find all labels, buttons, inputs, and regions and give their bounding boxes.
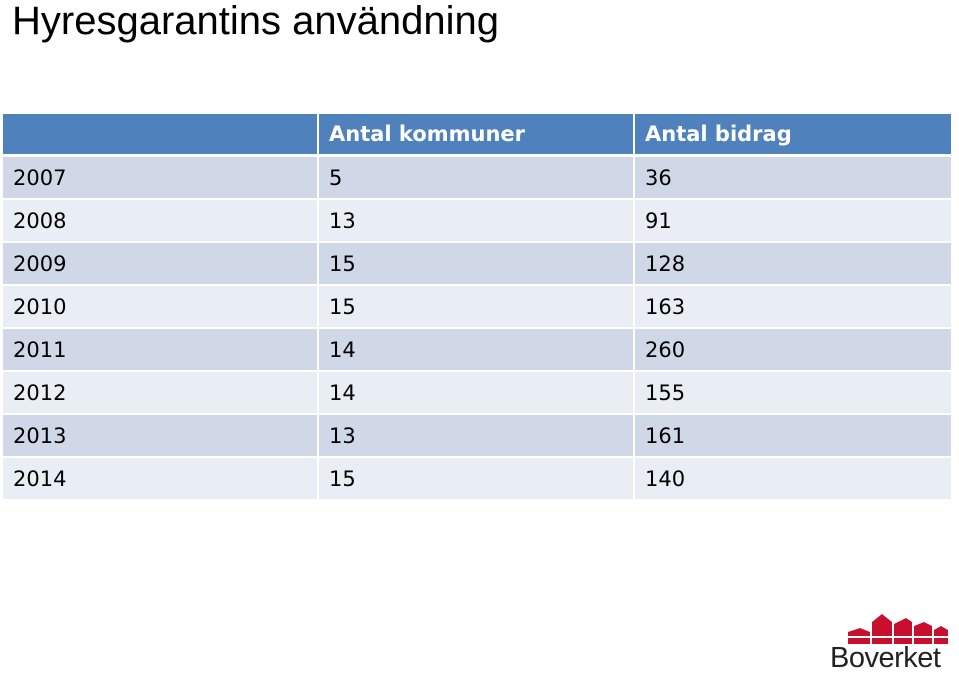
cell-antal-bidrag: 161 [634,414,951,458]
cell-year: 2007 [3,155,319,200]
cell-antal-bidrag: 155 [634,371,951,415]
table-row: 2011 14 260 [3,328,951,372]
table-row: 2014 15 140 [3,457,951,501]
cell-year: 2013 [3,414,319,458]
cell-year: 2009 [3,242,319,286]
cell-antal-kommuner: 14 [318,371,635,415]
usage-table: Antal kommuner Antal bidrag 2007 5 36 20… [3,114,951,501]
table-row: 2010 15 163 [3,285,951,329]
cell-antal-bidrag: 128 [634,242,951,286]
cell-antal-bidrag: 91 [634,199,951,243]
cell-antal-bidrag: 36 [634,155,951,200]
header-antal-kommuner: Antal kommuner [318,114,635,157]
cell-antal-kommuner: 14 [318,328,635,372]
cell-antal-bidrag: 260 [634,328,951,372]
boverket-logo: Boverket [830,608,956,674]
cell-year: 2012 [3,371,319,415]
table-row: 2013 13 161 [3,414,951,458]
cell-antal-bidrag: 140 [634,457,951,501]
table-row: 2007 5 36 [3,155,951,200]
cell-year: 2014 [3,457,319,501]
rooftops-logo-icon [848,614,948,644]
cell-antal-bidrag: 163 [634,285,951,329]
cell-antal-kommuner: 15 [318,242,635,286]
table-row: 2008 13 91 [3,199,951,243]
slide-title: Hyresgarantins användning [12,0,499,43]
cell-antal-kommuner: 13 [318,414,635,458]
cell-antal-kommuner: 13 [318,199,635,243]
cell-antal-kommuner: 15 [318,285,635,329]
cell-antal-kommuner: 5 [318,155,635,200]
table-header-row: Antal kommuner Antal bidrag [3,114,951,157]
header-antal-bidrag: Antal bidrag [634,114,951,157]
cell-year: 2010 [3,285,319,329]
table-row: 2012 14 155 [3,371,951,415]
cell-antal-kommuner: 15 [318,457,635,501]
table-row: 2009 15 128 [3,242,951,286]
logo-text: Boverket [830,642,941,674]
cell-year: 2011 [3,328,319,372]
cell-year: 2008 [3,199,319,243]
header-year [3,114,319,157]
